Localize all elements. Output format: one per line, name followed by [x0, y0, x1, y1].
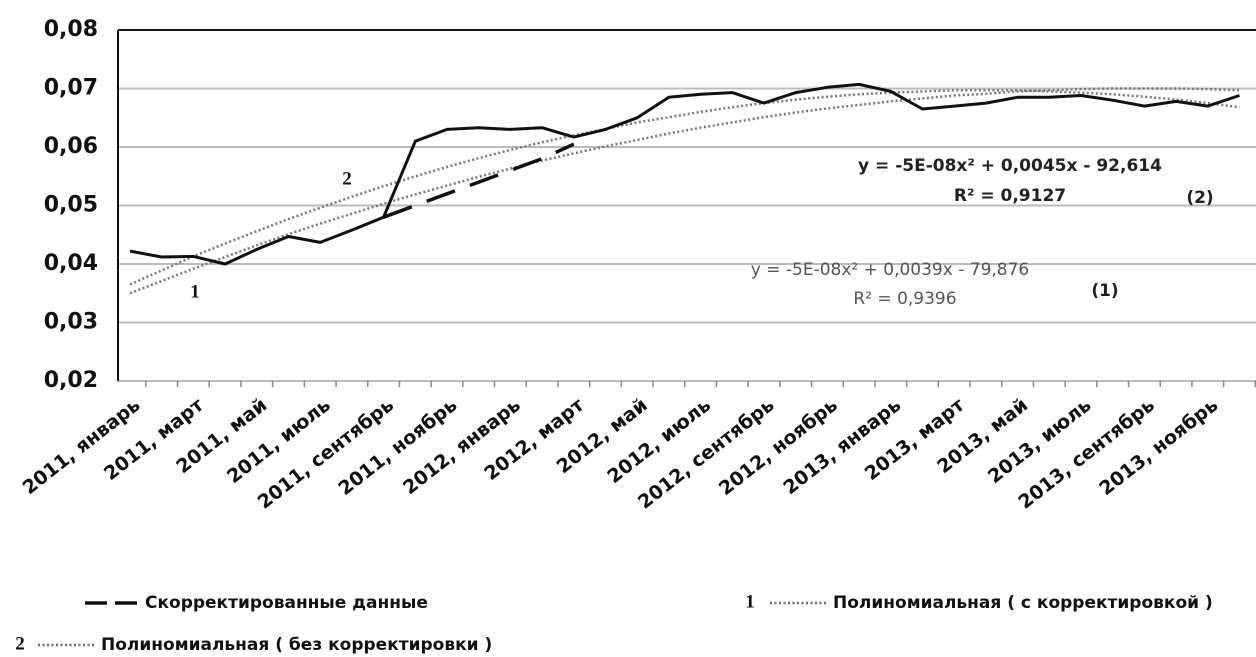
series-line: [129, 89, 1240, 286]
y-tick-label: 0,04: [44, 251, 98, 276]
x-tick-label: 2013, ноябрь: [1095, 394, 1222, 500]
annotation: y = -5E-08x² + 0,0039x - 79,876: [751, 260, 1029, 280]
annotation: 2: [342, 168, 352, 189]
annotation: R² = 0,9396: [853, 289, 956, 309]
series-line: [129, 87, 1240, 295]
y-tick-label: 0,05: [44, 193, 98, 218]
y-tick-label: 0,07: [44, 76, 98, 101]
y-tick-label: 0,02: [44, 368, 98, 393]
legend-label: Полиномиальная ( без корректировки ): [101, 635, 492, 655]
annotation: y = -5E-08x² + 0,0045x - 92,614: [858, 156, 1162, 176]
legend-label: Полиномиальная ( с корректировкой ): [833, 593, 1213, 613]
series-line: [129, 82, 1240, 266]
legend-number: 1: [745, 591, 755, 612]
annotation: (2): [1186, 188, 1213, 208]
series-line: [382, 142, 575, 219]
y-tick-label: 0,06: [44, 134, 98, 159]
annotation: (1): [1091, 281, 1118, 301]
annotation: R² = 0,9127: [954, 186, 1066, 206]
y-tick-label: 0,08: [44, 17, 98, 42]
legend-label: Скорректированные данные: [145, 593, 428, 613]
legend-number: 2: [15, 633, 25, 654]
annotation: 1: [190, 281, 200, 302]
y-tick-label: 0,03: [44, 310, 98, 335]
